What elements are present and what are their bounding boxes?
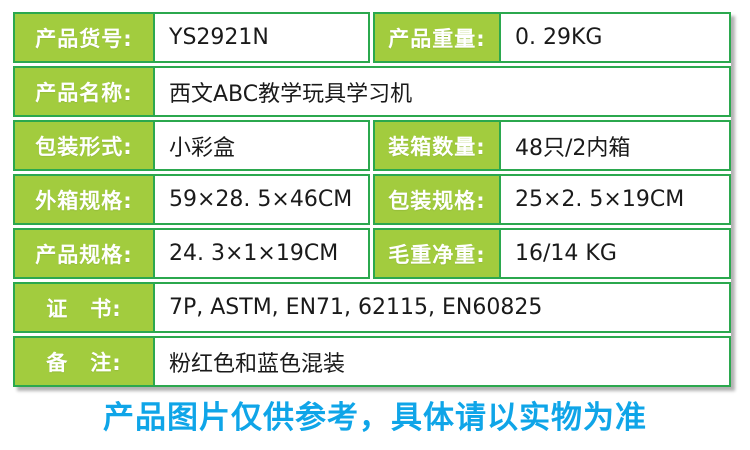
label-packaging-type: 包装形式: bbox=[13, 120, 155, 171]
value-remarks: 粉红色和蓝色混装 bbox=[155, 336, 731, 387]
label-carton-quantity: 装箱数量: bbox=[373, 120, 501, 171]
value-certificates: 7P, ASTM, EN71, 62115, EN60825 bbox=[155, 282, 731, 333]
label-product-code: 产品货号: bbox=[13, 12, 155, 63]
label-certificates: 证 书: bbox=[13, 282, 155, 333]
disclaimer-text: 产品图片仅供参考，具体请以实物为准 bbox=[103, 400, 647, 436]
table-row: 外箱规格: 59×28. 5×46CM 包装规格: 25×2. 5×19CM bbox=[13, 174, 731, 225]
label-product-name: 产品名称: bbox=[13, 66, 155, 117]
value-product-name: 西文ABC教学玩具学习机 bbox=[155, 66, 731, 117]
table-row: 包装形式: 小彩盒 装箱数量: 48只/2内箱 bbox=[13, 120, 731, 171]
label-gross-net-weight: 毛重净重: bbox=[373, 228, 501, 279]
table-row: 产品名称: 西文ABC教学玩具学习机 bbox=[13, 66, 731, 117]
product-spec-table: 产品货号: YS2921N 产品重量: 0. 29KG 产品名称: 西文ABC教… bbox=[13, 12, 731, 387]
value-packaging-type: 小彩盒 bbox=[155, 120, 370, 171]
value-product-size: 24. 3×1×19CM bbox=[155, 228, 370, 279]
value-outer-carton-size: 59×28. 5×46CM bbox=[155, 174, 370, 225]
table-row: 备 注: 粉红色和蓝色混装 bbox=[13, 336, 731, 387]
label-package-size: 包装规格: bbox=[373, 174, 501, 225]
label-product-weight: 产品重量: bbox=[373, 12, 501, 63]
value-product-weight: 0. 29KG bbox=[501, 12, 731, 63]
value-package-size: 25×2. 5×19CM bbox=[501, 174, 731, 225]
value-carton-quantity: 48只/2内箱 bbox=[501, 120, 731, 171]
label-remarks: 备 注: bbox=[13, 336, 155, 387]
table-row: 产品规格: 24. 3×1×19CM 毛重净重: 16/14 KG bbox=[13, 228, 731, 279]
table-row: 产品货号: YS2921N 产品重量: 0. 29KG bbox=[13, 12, 731, 63]
value-gross-net-weight: 16/14 KG bbox=[501, 228, 731, 279]
value-product-code: YS2921N bbox=[155, 12, 370, 63]
table-row: 证 书: 7P, ASTM, EN71, 62115, EN60825 bbox=[13, 282, 731, 333]
label-outer-carton-size: 外箱规格: bbox=[13, 174, 155, 225]
label-product-size: 产品规格: bbox=[13, 228, 155, 279]
